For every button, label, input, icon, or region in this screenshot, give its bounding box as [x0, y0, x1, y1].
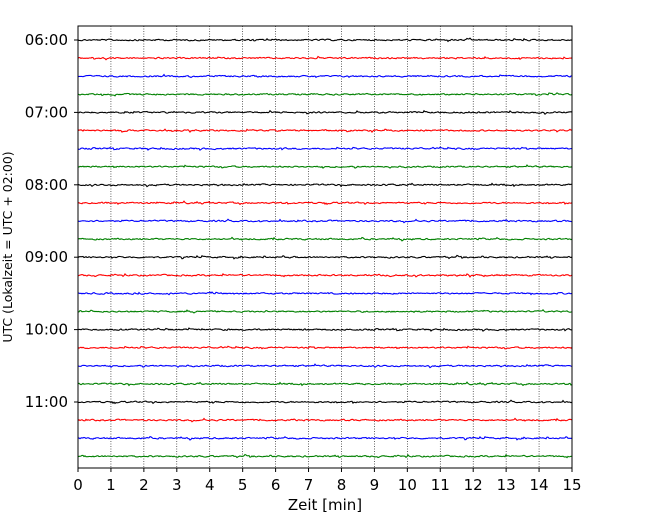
trace-1115 [77, 417, 573, 423]
x-tick-label: 6 [271, 476, 281, 494]
y-tick-label: 08:00 [25, 176, 68, 194]
x-tick-label: 8 [337, 476, 347, 494]
y-tick-label: 10:00 [25, 321, 68, 339]
trace-0615 [77, 55, 573, 61]
x-tick-label: 7 [304, 476, 314, 494]
x-tick-label: 13 [497, 476, 516, 494]
trace-0700 [77, 109, 573, 116]
trace-0945 [77, 309, 573, 314]
x-tick-label: 14 [530, 476, 549, 494]
y-axis-ticks: 06:00 07:00 08:00 09:00 10:00 11:00 [25, 31, 78, 411]
trace-1100 [77, 399, 573, 405]
y-tick-label: 11:00 [25, 393, 68, 411]
x-axis-ticks: 0 1 2 3 4 5 6 7 8 9 10 11 12 13 14 15 [73, 468, 582, 494]
x-tick-label: 15 [562, 476, 581, 494]
trace-0730 [77, 146, 573, 151]
x-tick-label: 2 [139, 476, 149, 494]
x-tick-label: 12 [464, 476, 483, 494]
x-tick-label: 0 [73, 476, 83, 494]
x-tick-label: 5 [238, 476, 248, 494]
y-tick-label: 07:00 [25, 103, 68, 121]
x-tick-label: 11 [431, 476, 450, 494]
x-tick-label: 1 [106, 476, 116, 494]
x-tick-label: 4 [205, 476, 215, 494]
trace-1145 [77, 453, 573, 459]
trace-1030 [77, 363, 573, 369]
plot-frame [77, 25, 573, 469]
y-tick-label: 06:00 [25, 31, 68, 49]
trace-1000 [77, 327, 573, 332]
trace-0930 [77, 291, 573, 296]
grid-layer [110, 26, 540, 468]
x-tick-label: 10 [398, 476, 417, 494]
trace-1015 [77, 345, 573, 350]
trace-0845 [77, 236, 573, 242]
trace-0830 [77, 218, 573, 224]
y-tick-label: 09:00 [25, 248, 68, 266]
trace-1130 [77, 435, 573, 441]
x-tick-label: 9 [370, 476, 380, 494]
y-axis-label: UTC (Lokalzeit = UTC + 02:00) [0, 151, 15, 342]
x-axis-label: Zeit [min] [288, 496, 362, 514]
trace-0800 [77, 182, 573, 188]
trace-0815 [77, 200, 573, 206]
trace-0715 [77, 128, 573, 134]
trace-layer [77, 37, 573, 459]
trace-0600 [77, 37, 573, 43]
trace-0645 [77, 92, 573, 97]
x-tick-label: 3 [172, 476, 182, 494]
trace-0915 [77, 272, 573, 278]
trace-1045 [77, 381, 573, 387]
trace-0630 [77, 73, 573, 79]
trace-0900 [77, 254, 573, 260]
trace-0745 [77, 164, 573, 169]
